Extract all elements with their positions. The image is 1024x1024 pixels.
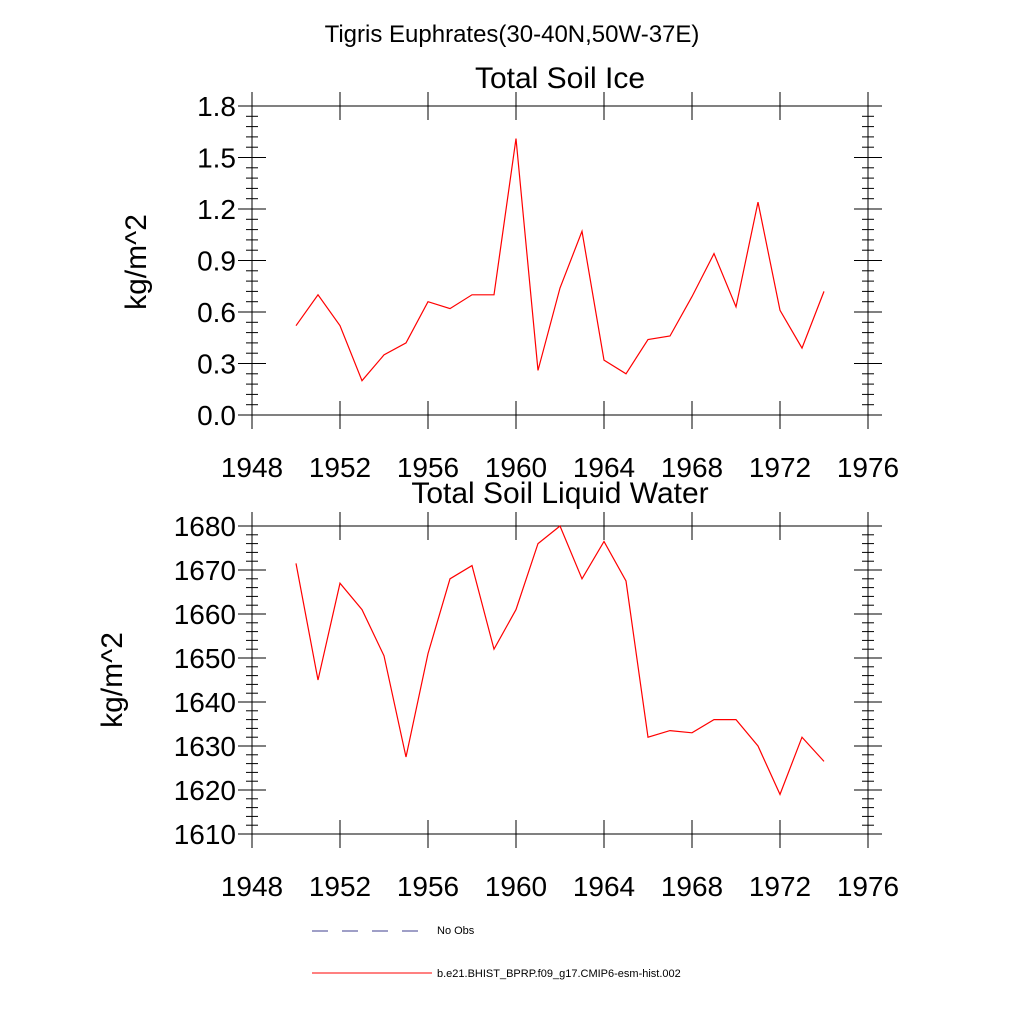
- x-tick-label: 1964: [573, 452, 635, 483]
- plot-frame: [251, 105, 869, 416]
- x-tick-label: 1952: [309, 871, 371, 902]
- series-line: [295, 525, 825, 796]
- x-tick-label: 1948: [221, 871, 283, 902]
- figure-title: Tigris Euphrates(30-40N,50W-37E): [325, 21, 700, 48]
- y-tick-label: 1.5: [197, 143, 236, 174]
- x-tick-label: 1976: [837, 871, 899, 902]
- plot-frame: [251, 525, 869, 835]
- series-line: [295, 138, 825, 382]
- x-tick-label: 1964: [573, 871, 635, 902]
- y-tick-label: 1.8: [197, 91, 236, 122]
- x-tick-label: 1956: [397, 452, 459, 483]
- y-tick-label: 1.2: [197, 194, 236, 225]
- x-tick-label: 1960: [485, 871, 547, 902]
- x-tick-label: 1976: [837, 452, 899, 483]
- y-tick-label: 1680: [174, 511, 236, 542]
- y-tick-label: 0.3: [197, 349, 236, 380]
- y-tick-label: 1620: [174, 775, 236, 806]
- legend: No Obs b.e21.BHIST_BPRP.f09_g17.CMIP6-es…: [312, 925, 681, 980]
- x-tick-label: 1968: [661, 871, 723, 902]
- legend-obs-label: No Obs: [437, 925, 475, 937]
- panel-total-soil-ice: Total Soil Ice kg/m^2 0.0 0.3 0.6 0.9 1.2 1.5…: [120, 62, 899, 483]
- y-axis-label: kg/m^2: [120, 214, 153, 310]
- y-tick-label: 0.6: [197, 297, 236, 328]
- y-tick-label: 0.0: [197, 400, 236, 431]
- legend-model-label: b.e21.BHIST_BPRP.f09_g17.CMIP6-esm-hist.…: [437, 968, 681, 980]
- x-tick-label: 1952: [309, 452, 371, 483]
- y-tick-label: 0.9: [197, 246, 236, 277]
- y-tick-label: 1630: [174, 731, 236, 762]
- y-axis-label: kg/m^2: [96, 632, 129, 728]
- x-tick-label: 1948: [221, 452, 283, 483]
- panel-title: Total Soil Ice: [475, 62, 645, 95]
- x-tick-label: 1956: [397, 871, 459, 902]
- y-tick-label: 1660: [174, 599, 236, 630]
- x-tick-label: 1972: [749, 452, 811, 483]
- panel-total-soil-liquid-water: Total Soil Liquid Water kg/m^2 1610 1620 1…: [96, 477, 899, 902]
- panel-title: Total Soil Liquid Water: [411, 477, 708, 510]
- y-tick-label: 1650: [174, 643, 236, 674]
- y-tick-label: 1640: [174, 687, 236, 718]
- y-tick-label: 1610: [174, 819, 236, 850]
- x-tick-label: 1972: [749, 871, 811, 902]
- y-tick-label: 1670: [174, 555, 236, 586]
- x-tick-label: 1968: [661, 452, 723, 483]
- x-tick-label: 1960: [485, 452, 547, 483]
